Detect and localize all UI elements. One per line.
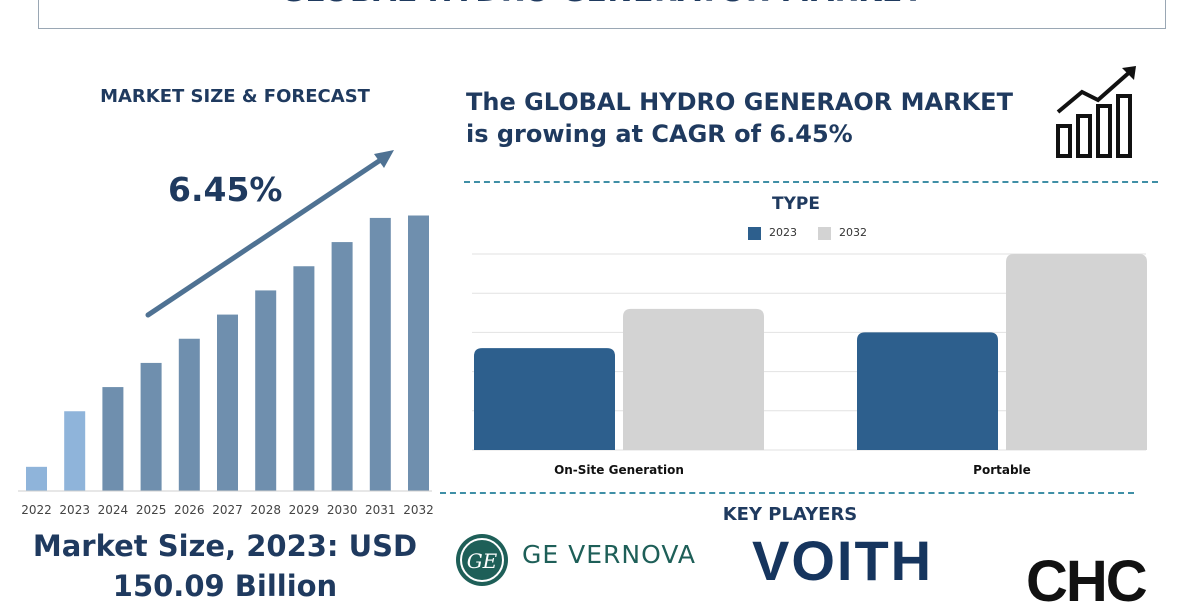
bar-2026: [178, 338, 200, 491]
ge-vernova-logo-text: GE VERNOVA: [522, 540, 696, 569]
legend-swatch-2032: [818, 226, 831, 240]
legend-2032: 2032: [818, 226, 867, 240]
bar-2022: [26, 466, 47, 491]
headline-line-2: is growing at CAGR of 6.45%: [466, 120, 853, 148]
headline-line-1: The GLOBAL HYDRO GENERAOR MARKET: [466, 88, 1013, 116]
legend-label-2032: 2032: [839, 226, 867, 239]
chc-logo: CHC: [1026, 549, 1148, 614]
headline: The GLOBAL HYDRO GENERAOR MARKET is grow…: [466, 86, 1046, 150]
x-tick-2023: 2023: [59, 503, 90, 517]
bar-2028: [255, 290, 277, 491]
x-tick-2032: 2032: [403, 503, 434, 517]
bar-2023: [64, 411, 86, 491]
growth-chart-icon: [1056, 66, 1136, 158]
svg-text:GE: GE: [467, 549, 498, 573]
bar-2032: [408, 215, 429, 491]
market-size-text: Market Size, 2023: USD 150.09 Billion: [20, 526, 430, 606]
x-tick-2027: 2027: [212, 503, 243, 517]
bar-2030: [331, 242, 353, 491]
voith-logo: VOITH: [752, 529, 934, 592]
cagr-annotation: 6.45%: [168, 170, 283, 209]
bar-on-site-generation-2032: [623, 308, 764, 450]
market-size-line-1: Market Size, 2023: USD: [32, 529, 418, 563]
type-chart-title: TYPE: [772, 194, 820, 214]
key-players-heading: KEY PLAYERS: [722, 504, 858, 525]
bar-2031: [369, 217, 391, 491]
bar-on-site-generation-2023: [474, 348, 615, 450]
bar-portable-2023: [857, 332, 998, 450]
bar-2027: [217, 314, 238, 491]
market-size-chart: 2022 2023 2024 2025 2026 2027 2028 2029 2030 2031…: [18, 150, 434, 517]
x-tick-portable: Portable: [973, 463, 1031, 477]
x-tick-2030: 2030: [327, 503, 358, 517]
bar-portable-2032: [1006, 254, 1147, 450]
x-tick-2028: 2028: [250, 503, 281, 517]
bar-2025: [140, 362, 162, 491]
market-size-line-2: 150.09 Billion: [112, 569, 338, 603]
x-tick-2031: 2031: [365, 503, 396, 517]
bar-2029: [293, 266, 315, 491]
x-tick-2024: 2024: [98, 503, 129, 517]
market-size-heading: MARKET SIZE & FORECAST: [100, 86, 370, 107]
growth-arrow: [145, 154, 388, 318]
divider-top: [464, 181, 1158, 183]
title-box: GLOBAL HYDRO GENERATOR MARKET: [38, 0, 1166, 29]
x-tick-on-site-generation: On-Site Generation: [554, 463, 684, 477]
ge-logo: GE: [456, 534, 508, 586]
x-tick-2026: 2026: [174, 503, 205, 517]
bar-2024: [102, 387, 124, 491]
type-chart: On-Site Generation Portable: [472, 253, 1147, 477]
legend-swatch-2023: [748, 226, 761, 240]
x-tick-2025: 2025: [136, 503, 167, 517]
x-tick-2022: 2022: [21, 503, 52, 517]
divider-bottom: [440, 492, 1134, 494]
x-tick-2029: 2029: [289, 503, 320, 517]
page-title: GLOBAL HYDRO GENERATOR MARKET: [39, 0, 1165, 9]
legend-2023: 2023: [748, 226, 797, 240]
growth-arrow-head: [374, 150, 394, 168]
legend-label-2023: 2023: [769, 226, 797, 239]
